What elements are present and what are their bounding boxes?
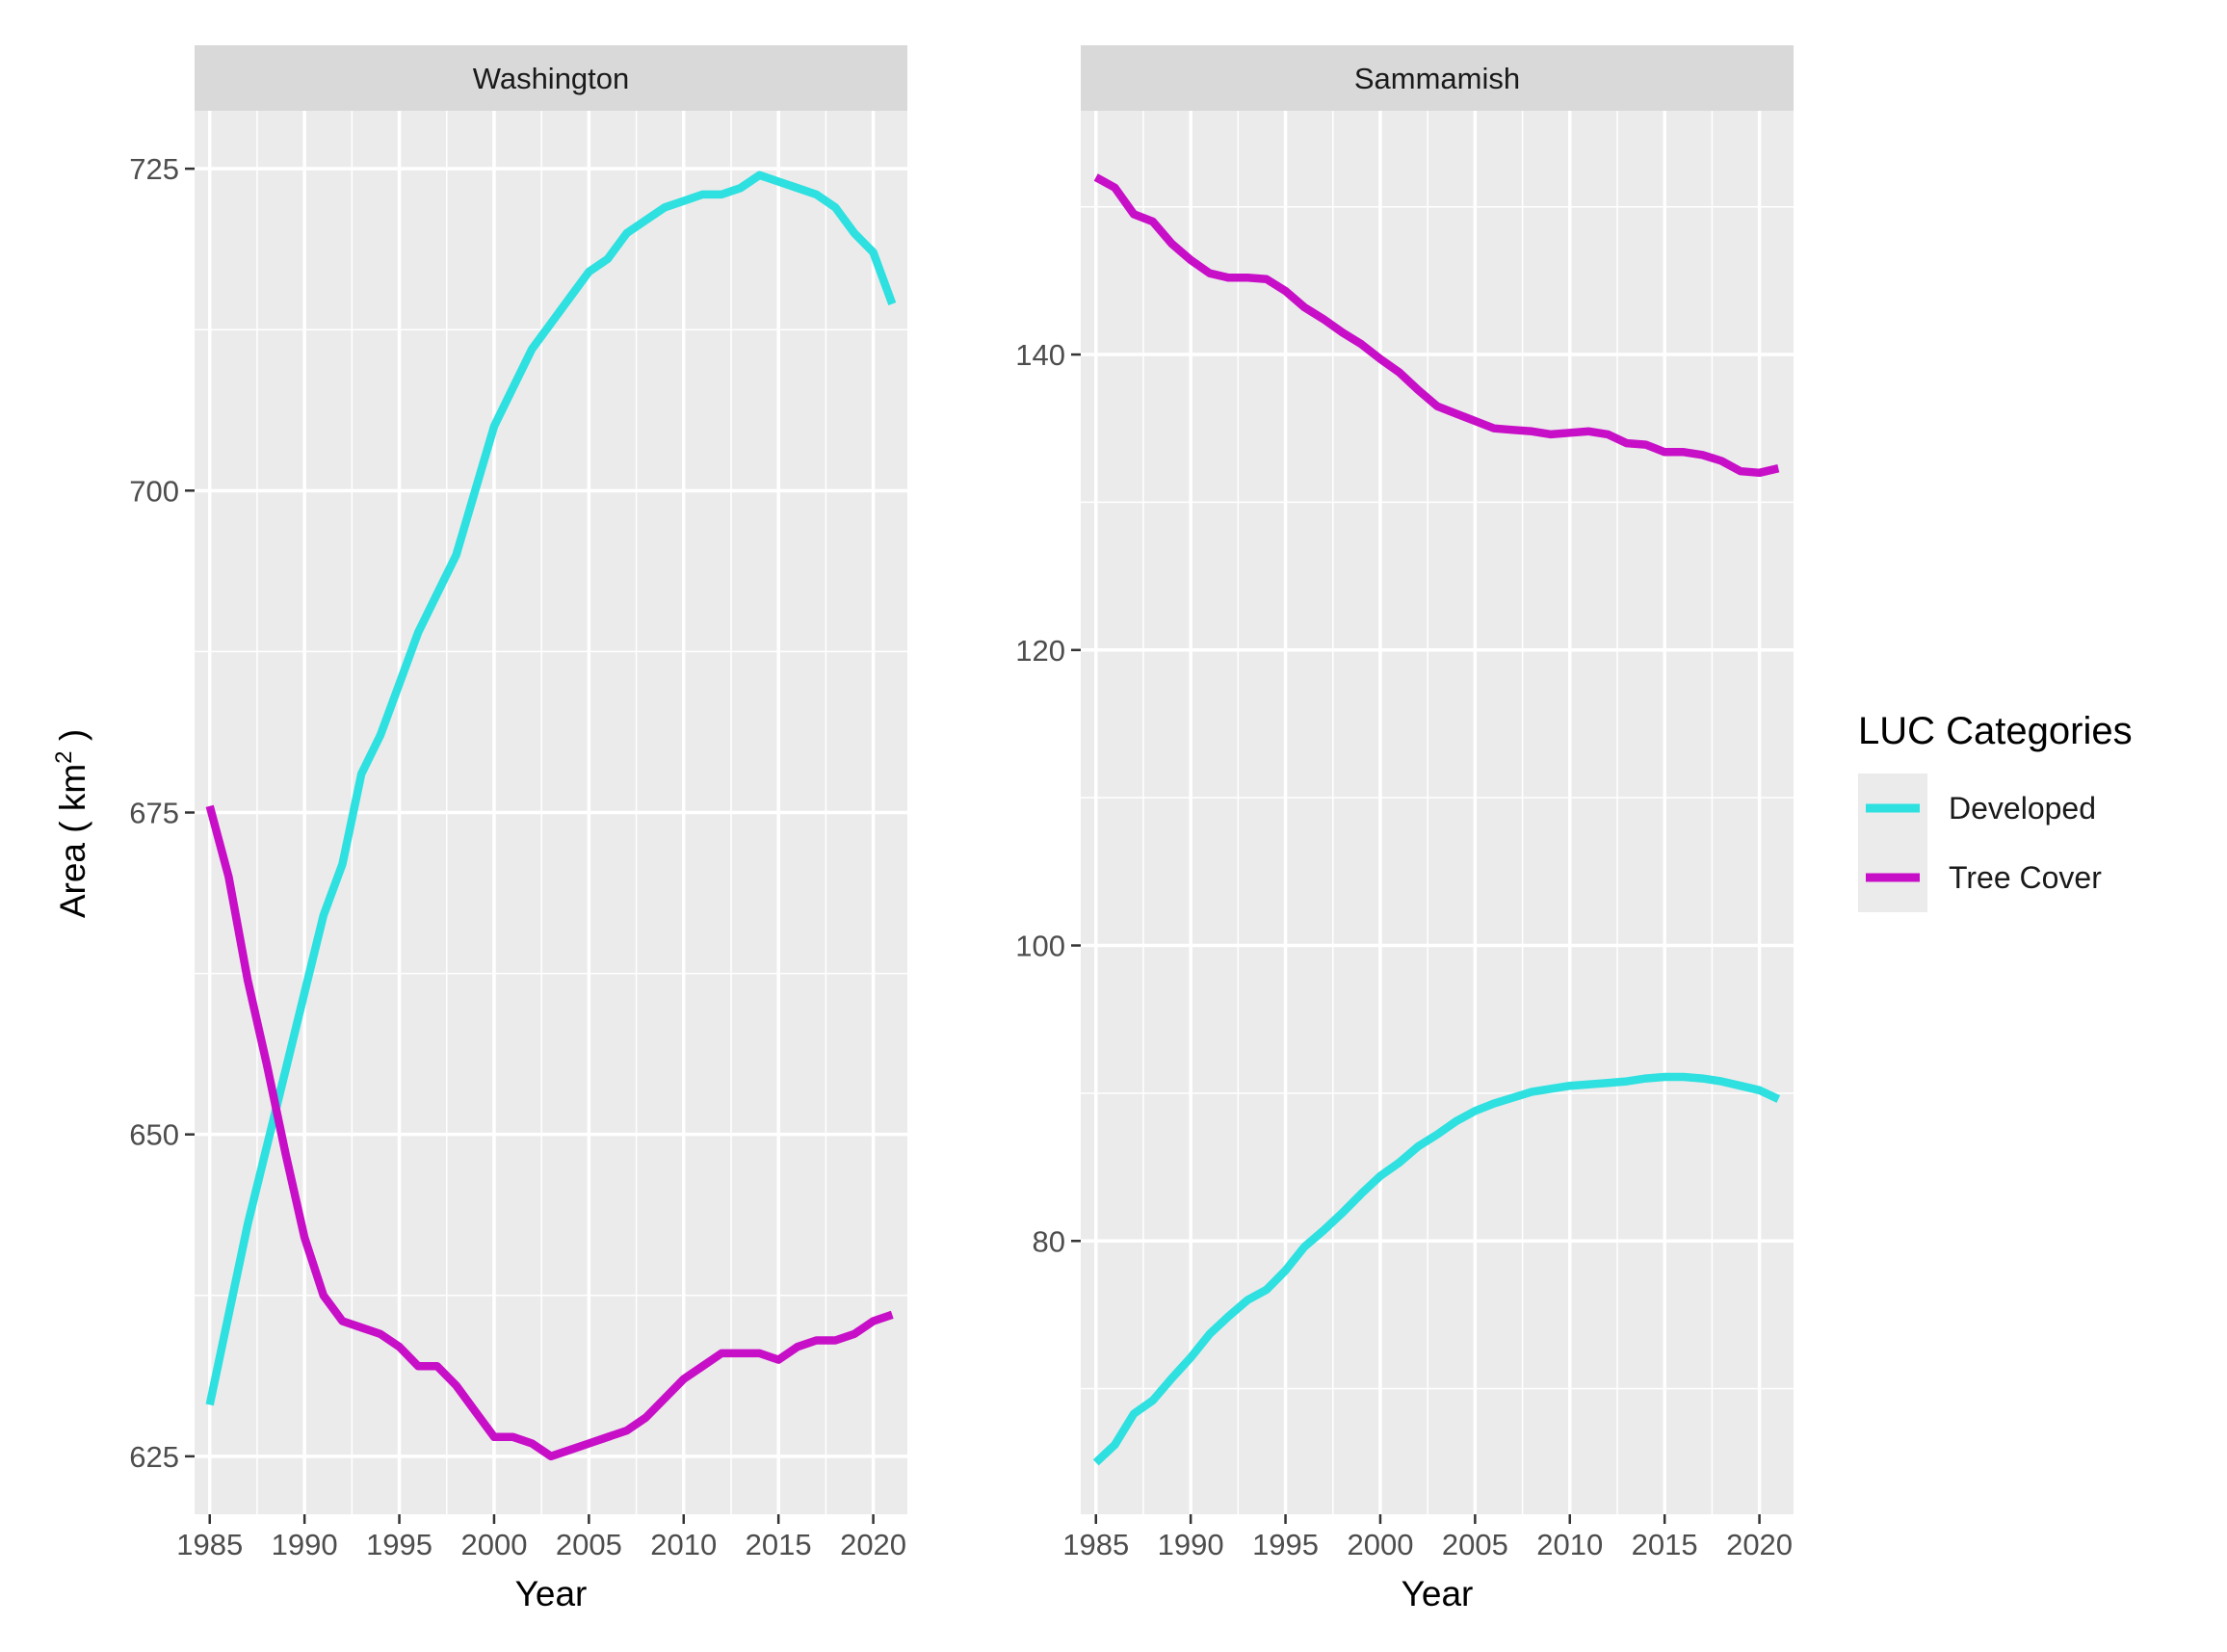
- series-line-tree-cover: [1093, 173, 1780, 478]
- y-axis-label-close: ): [53, 729, 92, 751]
- series-line-developed: [1092, 1072, 1781, 1466]
- x-tick-label: 2005: [1442, 1528, 1508, 1561]
- y-axis-label: Area ( km2 ): [51, 729, 92, 918]
- legend: LUC Categories Developed Tree Cover: [1858, 710, 2133, 912]
- legend-title: LUC Categories: [1858, 710, 2133, 752]
- x-tick-label: 2010: [650, 1528, 717, 1561]
- y-tick-label: 625: [129, 1440, 179, 1474]
- x-tick-label: 2015: [746, 1528, 812, 1561]
- x-tick-label: 2010: [1536, 1528, 1603, 1561]
- x-axis-label: Year: [515, 1574, 588, 1613]
- legend-label-developed: Developed: [1949, 791, 2096, 826]
- x-tick-label: 1995: [1252, 1528, 1319, 1561]
- x-tick-label: 2020: [1726, 1528, 1793, 1561]
- y-tick-label: 120: [1015, 634, 1065, 668]
- x-tick-label: 1985: [176, 1528, 243, 1561]
- y-axis-label-superscript: 2: [51, 750, 77, 763]
- x-tick-label: 2005: [556, 1528, 622, 1561]
- panel-title: Sammamish: [1354, 62, 1520, 95]
- series-line-developed: [205, 170, 897, 1406]
- x-tick-label: 1990: [1158, 1528, 1224, 1561]
- x-axis-label: Year: [1402, 1574, 1474, 1613]
- y-tick-label: 140: [1015, 338, 1065, 372]
- plot-background: [1081, 111, 1794, 1514]
- x-tick-label: 2000: [1347, 1528, 1413, 1561]
- panel-washington: Washington 625 650 675 700 725 1985 1990 1995 200…: [129, 45, 907, 1613]
- panel-strip: [1081, 45, 1794, 111]
- x-tick-label: 1995: [366, 1528, 432, 1561]
- y-tick-label: 700: [129, 474, 179, 508]
- y-tick-label: 80: [1033, 1224, 1065, 1258]
- y-tick-label: 675: [129, 797, 179, 830]
- legend-label-tree-cover: Tree Cover: [1949, 860, 2102, 895]
- panel-strip: [195, 45, 907, 111]
- y-tick-label: 100: [1015, 930, 1065, 963]
- y-axis-label-main: Area ( km: [53, 764, 92, 918]
- x-tick-label: 1985: [1062, 1528, 1129, 1561]
- y-tick-label: 725: [129, 152, 179, 186]
- x-tick-label: 2015: [1632, 1528, 1698, 1561]
- series-line-tree-cover: [205, 804, 894, 1461]
- x-tick-label: 2000: [460, 1528, 527, 1561]
- panel-sammamish: Sammamish 80 100 120 140 1985 1990 1995 2000 2005…: [1015, 45, 1794, 1613]
- legend-key-background: [1858, 774, 1927, 912]
- y-tick-label: 650: [129, 1118, 179, 1152]
- x-tick-label: 2020: [840, 1528, 906, 1561]
- x-tick-label: 1990: [272, 1528, 338, 1561]
- panel-title: Washington: [473, 62, 630, 95]
